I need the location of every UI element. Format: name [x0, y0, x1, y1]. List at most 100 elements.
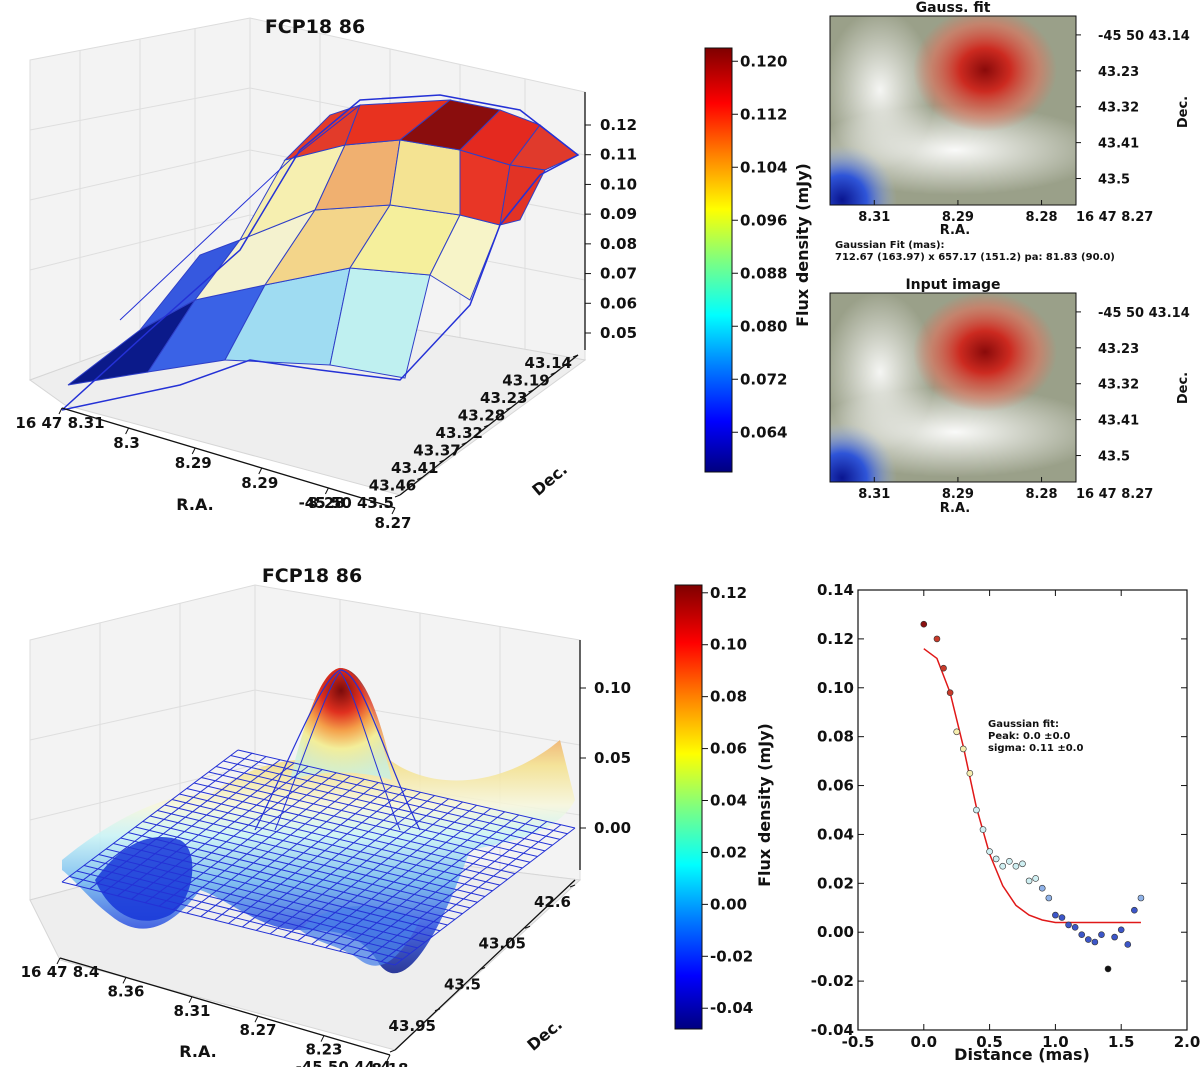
surface-bottom-x-tick: 8.31: [173, 1002, 210, 1020]
colorbar-tick: 0.10: [710, 636, 747, 654]
radial-profile-point: [1091, 938, 1099, 946]
colorbar-bottom-bar: [674, 584, 703, 1030]
map-x-tick: 8.28: [1026, 487, 1058, 502]
colorbar-tick: 0.00: [710, 895, 747, 913]
surface-top-z-tick: 0.09: [600, 205, 637, 223]
radial-profile-point: [1131, 906, 1138, 914]
wire-line: [215, 766, 553, 846]
surface-top-z-tick: 0.10: [600, 175, 637, 193]
colorbar-tick: 0.088: [740, 264, 787, 282]
surface-bottom-title: FCP18 86: [262, 565, 362, 587]
surface-bottom-y-tickmark: [479, 967, 486, 970]
surface-bottom-x-tickmark: [320, 1035, 325, 1042]
surface-top-y-tick: 43.23: [480, 389, 527, 407]
surface-bottom-y-tickmark: [434, 1008, 441, 1012]
map-x-tick: 8.29: [942, 487, 974, 502]
surface-top-z-tick: 0.06: [600, 294, 637, 312]
radial-profile-frame: [857, 589, 1188, 1031]
surface-top-xlabel: R.A.: [176, 495, 213, 514]
colorbar-tick: 0.02: [710, 843, 747, 861]
radial-y-tick: 0.10: [817, 679, 854, 697]
surface-top-x-tick: 8.28: [308, 494, 345, 512]
surface-bottom-panel: 16 47 8.4 8.36 8.31 8.27 8.23 8.18 42.6 43.05 43…: [21, 565, 631, 1067]
radial-profile-point: [1111, 933, 1118, 941]
radial-profile-annotation-2: Peak: 0.0 ±0.0: [988, 731, 1070, 742]
radial-y-tick: -0.04: [811, 1021, 854, 1039]
surface-top-y-tickmark: [528, 389, 534, 393]
surface-bottom-x-tick: 8.23: [305, 1041, 342, 1059]
radial-y-tick: 0.04: [817, 825, 854, 843]
radial-profile-point: [1071, 924, 1079, 931]
surface-top-y-tickmark: [550, 372, 556, 375]
colorbar-tick: 0.064: [740, 423, 787, 441]
radial-profile-point: [1012, 862, 1020, 870]
radial-y-tick: -0.02: [811, 972, 854, 990]
map-fit-panel: Gauss. fit 8.31 8.29 8.28 16 47 8.27 -45 50 …: [829, 0, 1191, 263]
radial-profile-point: [1058, 914, 1066, 921]
map-y-tick: 43.5: [1098, 450, 1130, 465]
surface-top-z-tick: 0.11: [600, 146, 637, 164]
radial-y-tick: 0.14: [817, 581, 854, 599]
map-fit-caption-2: 712.67 (163.97) x 657.17 (151.2) pa: 81.…: [835, 252, 1115, 263]
surface-top-z-tick: 0.07: [600, 265, 637, 283]
radial-profile-point: [966, 770, 974, 777]
radial-x-tick: 1.5: [1108, 1033, 1135, 1051]
surface-top-x-tick: 8.29: [175, 454, 212, 472]
radial-profile-point: [1045, 894, 1053, 902]
map-y-tick: 43.5: [1098, 173, 1130, 188]
surface-top-x-tick: 8.3: [113, 434, 140, 452]
map-input-xlabel: R.A.: [940, 501, 970, 516]
surface-top-y-tick: 43.41: [391, 459, 438, 477]
map-input-white-left: [830, 293, 935, 452]
surface-bottom-x-tickmark: [188, 996, 193, 1004]
colorbar-tick: -0.04: [710, 999, 753, 1017]
surface-bottom-x-tick: 8.27: [239, 1021, 276, 1039]
surface-top-z-tick: 0.12: [600, 116, 637, 134]
wire-line: [353, 817, 534, 956]
wire-line: [366, 821, 548, 959]
surface-bottom-x-tickmark: [122, 977, 127, 984]
radial-profile-point: [1124, 941, 1132, 948]
radial-y-tick: 0.02: [817, 874, 854, 892]
colorbar-tick: 0.104: [740, 158, 787, 176]
colorbar-tick: 0.096: [740, 211, 787, 229]
map-x-tick: 8.29: [942, 210, 974, 225]
surface-top-z-tick: 0.05: [600, 324, 637, 342]
map-x-tick: 16 47 8.27: [1076, 487, 1153, 502]
map-fit-ylabel: Dec.: [1176, 96, 1191, 128]
map-y-tick: -45 50 43.14: [1098, 306, 1190, 321]
radial-profile-point: [1025, 877, 1033, 885]
surface-top-x-tick: 8.27: [374, 514, 411, 532]
radial-profile-point: [959, 745, 967, 753]
surface-bottom-z-tick: 0.05: [594, 749, 631, 767]
map-y-tick: 43.41: [1098, 137, 1139, 152]
surface-bottom-wire: [61, 749, 576, 966]
radial-profile-point: [1117, 926, 1125, 934]
surface-top-x-tick: 8.29: [241, 474, 278, 492]
surface-top-y-tick: 43.19: [502, 372, 549, 390]
radial-x-tick: 0.0: [911, 1033, 938, 1051]
radial-profile-point: [953, 728, 961, 736]
surface-top-mesh: [67, 99, 579, 386]
map-y-tick: 43.32: [1098, 101, 1139, 116]
radial-profile-point: [1032, 875, 1039, 882]
radial-x-tick: 2.0: [1174, 1033, 1200, 1051]
map-input-red-peak: [913, 293, 1057, 412]
surface-bottom-x-tick: 8.36: [107, 982, 144, 1000]
map-fit-white-left: [830, 16, 935, 170]
surface-top-x-tickmark: [324, 487, 329, 495]
radial-profile-point: [940, 664, 947, 672]
map-x-tick: 8.31: [858, 487, 890, 502]
radial-profile-point: [979, 826, 987, 833]
surface-bottom-y-tick: 42.6: [534, 893, 571, 911]
map-fit-blue-corner: [830, 145, 897, 205]
surface-top-panel: 16 47 8.318.38.298.298.288.2743.1443.194…: [15, 16, 637, 532]
radial-profile-fit-curve: [923, 648, 1141, 924]
radial-profile-annotation-3: sigma: 0.11 ±0.0: [988, 743, 1083, 754]
radial-profile-point: [992, 855, 1000, 863]
radial-profile-point: [920, 620, 928, 628]
surface-bottom-x-tick: 16 47 8.4: [21, 963, 100, 981]
wire-line: [237, 749, 576, 829]
colorbar-tick: 0.08: [710, 688, 747, 706]
